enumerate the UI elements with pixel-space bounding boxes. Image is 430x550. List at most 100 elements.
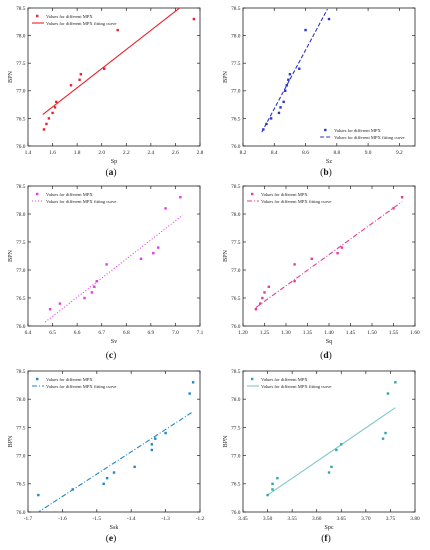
- data-point: [179, 196, 182, 199]
- chart-panel-4: -1.7 -1.6 -1.5 -1.4 -1.3 -1.2 76.0 76.5 77.0 77.5…: [7, 369, 205, 544]
- plot-frame: [242, 185, 416, 327]
- data-point: [37, 493, 40, 497]
- data-point: [157, 246, 160, 249]
- legend-marker: [324, 128, 327, 132]
- data-point: [381, 437, 385, 440]
- y-tick-label: 76.5: [16, 296, 26, 302]
- data-point: [330, 465, 333, 469]
- data-point: [105, 476, 109, 480]
- data-point: [392, 207, 395, 210]
- y-tick-label: 76.0: [16, 510, 26, 516]
- legend-label: Values for different MPX fitting curve: [261, 384, 331, 389]
- x-tick-label: 1.60: [410, 330, 420, 336]
- data-point: [47, 117, 51, 120]
- y-tick-label: 76.0: [16, 324, 26, 330]
- y-tick-label: 76.5: [231, 482, 241, 488]
- data-point: [284, 89, 287, 92]
- data-point: [191, 381, 195, 384]
- y-tick-label: 77.0: [16, 268, 26, 274]
- x-axis-label: Sz: [326, 158, 332, 165]
- data-point: [150, 448, 154, 452]
- x-tick-label: -1.6: [58, 516, 67, 522]
- data-point: [42, 128, 46, 131]
- y-tick-label: 78.0: [16, 212, 26, 218]
- y-tick-label: 78.0: [16, 34, 26, 40]
- y-tick-label: 78.0: [231, 212, 241, 218]
- chart-panel-5: 3.45 3.50 3.55 3.60 3.65 3.70 3.75 3.80 76.0 76.5…: [222, 369, 420, 544]
- panel-label: (f): [321, 533, 331, 544]
- data-point: [55, 100, 58, 104]
- y-tick-label: 76.0: [231, 324, 241, 330]
- x-tick-label: 2.0: [98, 150, 105, 156]
- fit-line: [44, 214, 184, 323]
- data-point: [116, 28, 119, 32]
- chart-panel-1: 8.2 8.4 8.6 8.8 9.0 9.2 76.0 76.5 77.0 77.5 78.0 78…: [222, 6, 416, 178]
- x-tick-label: 1.55: [389, 330, 399, 336]
- x-axis-label: Ssk: [110, 524, 120, 531]
- data-point: [279, 106, 282, 109]
- legend-label: Values for different MPX: [261, 377, 308, 382]
- data-point: [266, 493, 269, 497]
- data-point: [152, 252, 155, 255]
- chart-panel-2: 6.4 6.5 6.6 6.7 6.8 6.9 7.0 7.1 76.0 76.5 77.0 77.5…: [7, 184, 204, 361]
- x-tick-label: 6.9: [147, 330, 154, 336]
- data-point: [102, 67, 106, 70]
- x-tick-label: 1.30: [281, 330, 291, 336]
- legend-marker: [251, 377, 254, 381]
- legend-label: Values for different MPX fitting curve: [46, 199, 116, 204]
- y-axis-label: BPN: [7, 435, 14, 448]
- data-point: [79, 73, 83, 76]
- x-tick-label: 1.35: [303, 330, 313, 336]
- data-point: [58, 302, 62, 305]
- x-axis-label: Sp: [111, 158, 118, 165]
- data-point: [71, 488, 74, 491]
- data-point: [277, 111, 281, 115]
- y-tick-label: 76.0: [231, 144, 241, 150]
- x-tick-label: -1.5: [93, 516, 102, 522]
- fit-line: [42, 8, 181, 115]
- data-point: [95, 280, 98, 283]
- data-point: [288, 73, 292, 76]
- x-tick-label: 1.20: [238, 330, 248, 336]
- y-tick-label: 77.0: [231, 89, 241, 95]
- y-tick-label: 78.5: [16, 6, 26, 12]
- legend-marker: [36, 192, 39, 196]
- legend-label: Values for different MPX: [46, 14, 93, 19]
- data-point: [102, 482, 105, 485]
- data-point: [254, 308, 258, 311]
- panel-label: (a): [105, 167, 116, 178]
- data-point: [112, 471, 116, 474]
- legend-marker: [251, 192, 254, 196]
- x-tick-label: -1.3: [161, 516, 170, 522]
- x-tick-label: -1.7: [24, 516, 33, 522]
- plot-frame: [27, 185, 201, 327]
- data-point: [282, 100, 285, 104]
- y-tick-label: 78.5: [16, 184, 26, 190]
- y-axis-label: BPN: [7, 249, 14, 262]
- data-point: [287, 78, 290, 81]
- plot-frame: [27, 370, 201, 513]
- data-point: [335, 448, 338, 452]
- y-axis-label: BPN: [7, 70, 14, 83]
- x-tick-label: 6.7: [98, 330, 105, 336]
- x-tick-label: 9.2: [396, 150, 403, 156]
- x-tick-label: 6.4: [25, 330, 32, 336]
- y-tick-label: 77.0: [16, 454, 26, 460]
- data-point: [267, 285, 270, 288]
- data-point: [133, 465, 136, 469]
- y-tick-label: 78.5: [231, 369, 241, 375]
- legend-label: Values for different MPX: [46, 192, 93, 197]
- x-tick-label: 3.50: [263, 516, 273, 522]
- legend-marker: [36, 14, 39, 18]
- chart-panel-0: 1.4 1.6 1.8 2.0 2.2 2.4 2.6 2.8 76.0 76.5 77.0 77.5…: [7, 6, 204, 178]
- data-point: [340, 443, 343, 446]
- x-tick-label: 8.2: [240, 150, 247, 156]
- data-point: [78, 78, 81, 81]
- data-point: [164, 207, 167, 210]
- data-point: [90, 291, 94, 294]
- data-point: [327, 17, 331, 21]
- x-tick-label: 8.8: [333, 150, 340, 156]
- x-tick-label: 7.1: [197, 330, 204, 336]
- legend-label: Values for different MPX: [261, 192, 308, 197]
- panel-label: (b): [320, 167, 332, 178]
